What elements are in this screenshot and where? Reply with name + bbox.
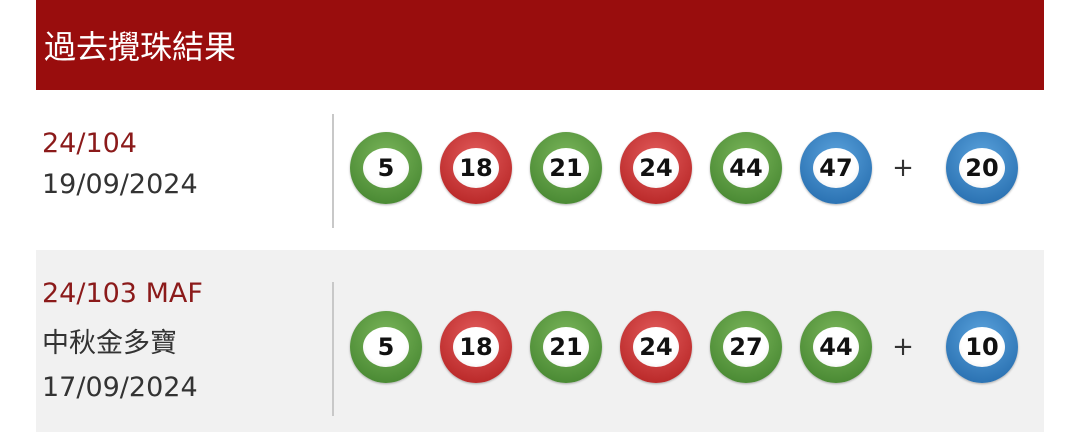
draw-name: 中秋金多寶 [42, 328, 177, 359]
lottery-ball: 47 [800, 132, 872, 204]
ball-number: 47 [813, 148, 859, 188]
lottery-ball: 21 [530, 132, 602, 204]
draw-number: 24/103 MAF [42, 278, 203, 309]
draw-date: 17/09/2024 [42, 372, 198, 403]
plus-sign: + [892, 332, 914, 362]
ball-number: 20 [959, 148, 1005, 188]
section-header: 過去攪珠結果 [36, 0, 1044, 90]
ball-number: 10 [959, 327, 1005, 367]
lottery-ball: 27 [710, 311, 782, 383]
draw-info: 24/103 MAF 中秋金多寶 17/09/2024 [42, 278, 203, 403]
lottery-ball: 18 [440, 311, 512, 383]
lottery-ball: 5 [350, 132, 422, 204]
ball-number: 21 [543, 148, 589, 188]
divider [332, 114, 334, 228]
draw-number: 24/104 [42, 128, 137, 159]
ball-number: 24 [633, 148, 679, 188]
lottery-ball: 24 [620, 132, 692, 204]
ball-number: 18 [453, 327, 499, 367]
ball-number: 5 [363, 327, 409, 367]
extra-ball: 10 [946, 311, 1018, 383]
ball-number: 5 [363, 148, 409, 188]
plus-sign: + [892, 153, 914, 183]
result-row: 24/104 19/09/2024 5 18 21 24 44 47 +20 [36, 90, 1044, 250]
ball-number: 44 [813, 327, 859, 367]
ball-number: 27 [723, 327, 769, 367]
ball-list: 5 18 21 24 27 44 +10 [350, 311, 1036, 383]
draw-info: 24/104 19/09/2024 [42, 128, 198, 200]
draw-date: 19/09/2024 [42, 169, 198, 200]
ball-number: 24 [633, 327, 679, 367]
ball-number: 44 [723, 148, 769, 188]
extra-ball: 20 [946, 132, 1018, 204]
lottery-ball: 44 [710, 132, 782, 204]
lottery-ball: 21 [530, 311, 602, 383]
lottery-ball: 5 [350, 311, 422, 383]
divider [332, 282, 334, 416]
ball-number: 21 [543, 327, 589, 367]
lottery-ball: 44 [800, 311, 872, 383]
lottery-ball: 24 [620, 311, 692, 383]
ball-list: 5 18 21 24 44 47 +20 [350, 132, 1036, 204]
result-row: 24/103 MAF 中秋金多寶 17/09/2024 5 18 21 24 27 44 +… [36, 250, 1044, 432]
lottery-ball: 18 [440, 132, 512, 204]
section-title: 過去攪珠結果 [44, 28, 237, 66]
ball-number: 18 [453, 148, 499, 188]
